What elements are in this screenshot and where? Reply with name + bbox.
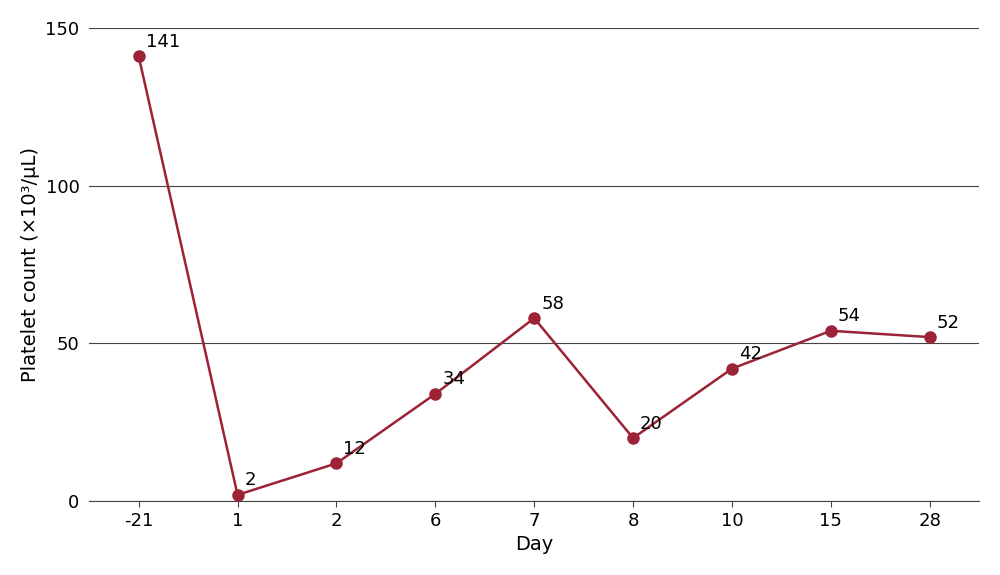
Text: 12: 12: [343, 440, 366, 458]
Text: 52: 52: [937, 313, 960, 332]
Text: 2: 2: [245, 472, 256, 489]
Text: 42: 42: [739, 345, 762, 363]
X-axis label: Day: Day: [515, 535, 553, 554]
Text: 54: 54: [838, 307, 861, 325]
Text: 34: 34: [442, 370, 465, 388]
Text: 20: 20: [640, 415, 663, 432]
Y-axis label: Platelet count (×10³/μL): Platelet count (×10³/μL): [21, 147, 40, 382]
Text: 141: 141: [146, 33, 180, 51]
Text: 58: 58: [541, 294, 564, 313]
